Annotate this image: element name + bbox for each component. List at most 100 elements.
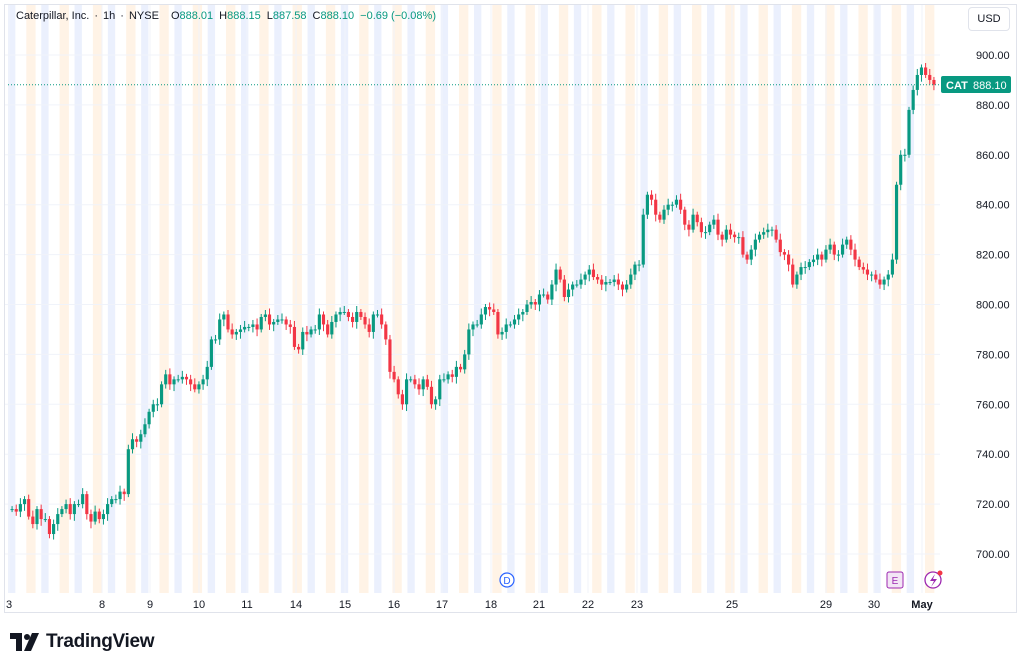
candle-body <box>787 254 791 265</box>
afterhours-band <box>806 5 815 593</box>
currency-button[interactable]: USD <box>968 7 1010 31</box>
candle-body <box>562 279 566 298</box>
candle-body <box>641 214 645 265</box>
candle-body <box>68 504 72 515</box>
candle-body <box>712 219 716 225</box>
close-value: 888.10 <box>320 10 355 22</box>
candle-body <box>218 319 222 340</box>
candle-body <box>716 219 720 235</box>
candle-body <box>400 394 404 405</box>
premarket-band <box>625 5 635 593</box>
candle-body <box>301 331 305 350</box>
candle-body <box>35 509 39 525</box>
candle-body <box>342 311 346 313</box>
candle-body <box>890 259 894 275</box>
candle-body <box>43 519 47 521</box>
candle-body <box>421 379 425 390</box>
candle-body <box>537 294 542 305</box>
candle-body <box>741 237 745 255</box>
candle-body <box>334 314 338 322</box>
candle-body <box>745 254 749 260</box>
x-tick-label: 15 <box>339 599 351 611</box>
candle-body <box>176 379 180 381</box>
candle-body <box>608 282 612 284</box>
candle-body <box>525 304 529 312</box>
candle-body <box>259 316 263 330</box>
candle-body <box>654 199 658 215</box>
dividend-marker[interactable]: D <box>499 572 515 588</box>
chart-pane[interactable] <box>4 4 1017 613</box>
candle-body <box>571 284 575 290</box>
candle-body <box>413 379 417 385</box>
afterhours-band <box>607 5 615 593</box>
candle-body <box>770 229 774 231</box>
x-tick-label: 22 <box>582 599 594 611</box>
afterhours-band <box>773 5 781 593</box>
premarket-band <box>725 5 735 593</box>
candle-body <box>799 267 803 275</box>
candle-body <box>213 339 218 341</box>
premarket-band <box>525 5 535 593</box>
candle-body <box>209 339 213 367</box>
change-value: −0.69 (−0.08%) <box>360 10 436 22</box>
price-tag-value: 888.10 <box>973 80 1007 92</box>
candle-body <box>703 232 708 234</box>
candle-body <box>130 439 135 450</box>
candle-body <box>778 239 782 253</box>
candle-body <box>683 209 687 225</box>
premarket-band <box>126 5 136 593</box>
candle-body <box>172 379 176 385</box>
candle-body <box>824 249 828 260</box>
y-tick-label: 860.00 <box>976 150 1010 162</box>
candle-body <box>168 374 172 385</box>
afterhours-band <box>241 5 249 593</box>
candle-body <box>396 379 400 395</box>
premarket-band <box>858 5 868 593</box>
x-tick-label: 21 <box>533 599 545 611</box>
candle-body <box>355 311 359 322</box>
earnings-marker[interactable]: E <box>886 571 904 589</box>
candle-body <box>139 434 143 442</box>
candle-body <box>143 424 147 435</box>
afterhours-band <box>307 5 315 593</box>
candle-body <box>645 194 649 215</box>
candle-body <box>110 499 114 505</box>
candle-body <box>616 279 620 285</box>
event-lightning-icon[interactable] <box>924 570 943 589</box>
premarket-band <box>558 5 569 593</box>
candle-body <box>583 274 587 280</box>
candle-body <box>587 269 591 275</box>
y-tick-label: 740.00 <box>976 449 1010 461</box>
candle-body <box>27 499 31 517</box>
candle-body <box>267 314 272 325</box>
candle-body <box>255 324 259 330</box>
premarket-band <box>59 5 69 593</box>
premarket-band <box>758 5 768 593</box>
candle-body <box>10 509 14 511</box>
afterhours-band <box>407 5 415 593</box>
legend-separator: · <box>120 10 124 22</box>
x-tick-label: 23 <box>631 599 643 611</box>
candle-body <box>600 279 604 285</box>
premarket-band <box>359 5 369 593</box>
y-tick-label: 900.00 <box>976 50 1010 62</box>
y-tick-label: 800.00 <box>976 300 1010 312</box>
tradingview-logo[interactable]: TradingView <box>10 631 155 653</box>
y-tick-label: 840.00 <box>976 200 1010 212</box>
candle-body <box>915 74 919 90</box>
candle-body <box>766 229 770 233</box>
premarket-band <box>425 5 436 593</box>
candle-body <box>753 239 757 250</box>
symbol-name[interactable]: Caterpillar, Inc. <box>16 10 90 22</box>
afterhours-band <box>474 5 482 593</box>
candle-body <box>14 509 18 512</box>
candle-body <box>840 244 845 255</box>
afterhours-band <box>374 5 382 593</box>
candle-body <box>911 89 915 110</box>
afterhours-band <box>873 5 881 593</box>
afterhours-band <box>8 5 16 593</box>
afterhours-band <box>906 5 915 593</box>
interval[interactable]: 1h <box>103 10 116 22</box>
